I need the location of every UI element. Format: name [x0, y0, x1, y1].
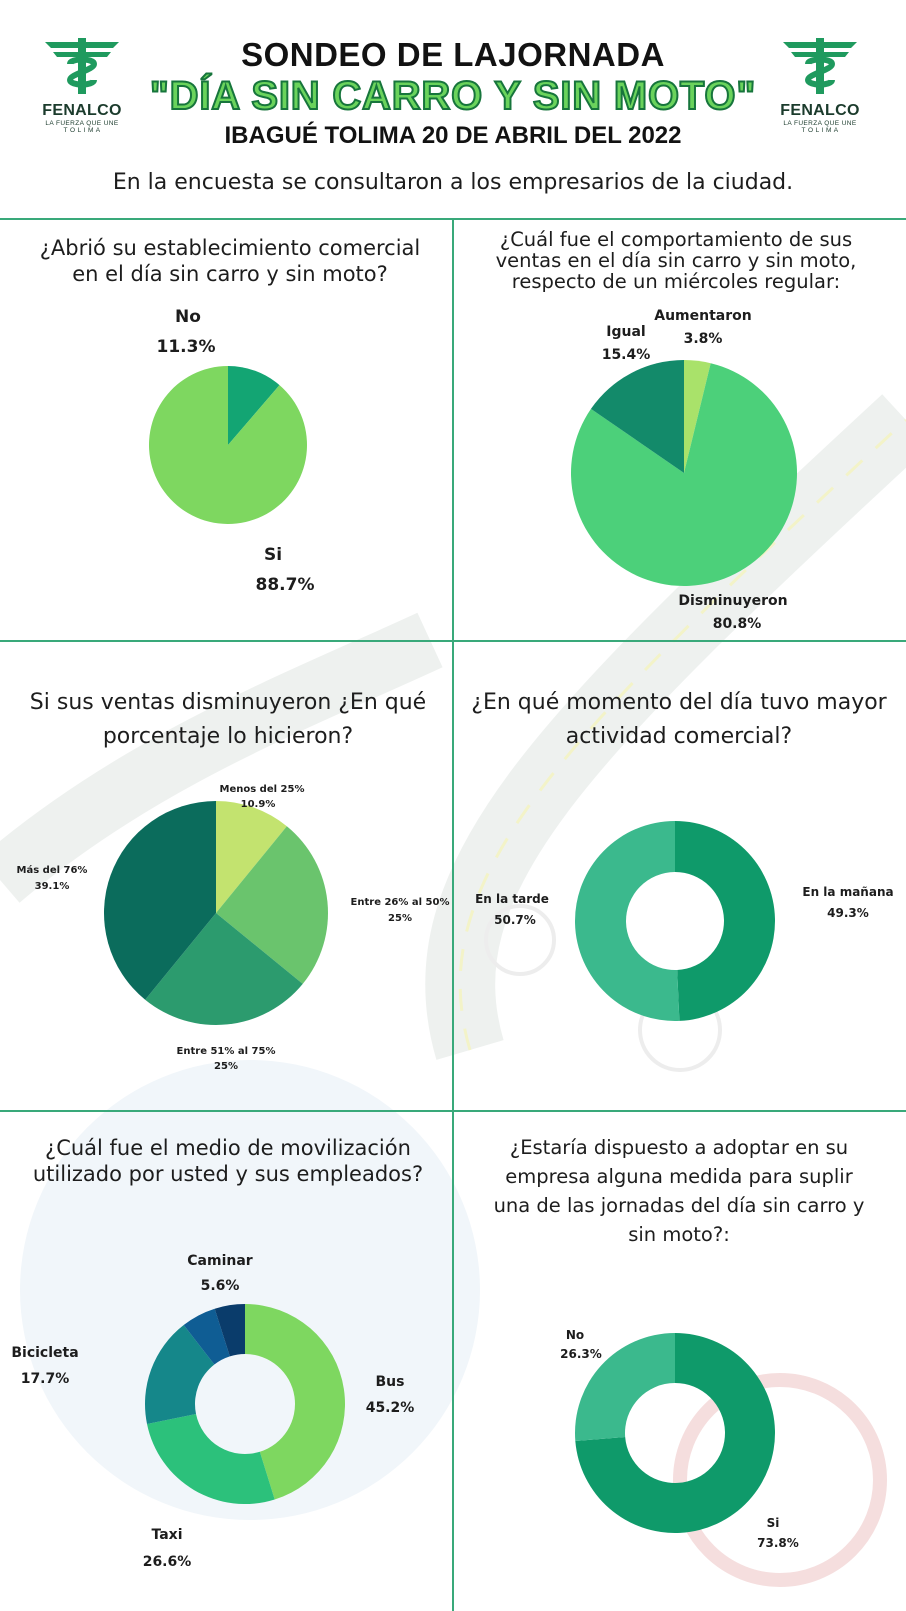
pie-slice-q3-1: [216, 826, 328, 984]
pie-slice-q5-0: [245, 1304, 345, 1500]
pie-slice-q3-3: [104, 801, 216, 1000]
pie-slice-q2-0: [684, 360, 711, 473]
chart-q6: Si 73.8% No 26.3%: [560, 1328, 799, 1550]
slice-label-q6-0: Si: [767, 1516, 780, 1530]
slice-label-q5-1: Taxi: [151, 1527, 182, 1543]
chart-q4: En la mañana 49.3% En la tarde 50.7%: [475, 821, 894, 1021]
slice-label-q1-0: No: [175, 307, 201, 327]
pie-slice-q4-1: [575, 821, 680, 1021]
question-q4: ¿En qué momento del día tuvo mayor activ…: [471, 690, 887, 750]
slice-label-q4-1: En la tarde: [475, 892, 549, 906]
slice-label-q4-0: En la mañana: [802, 885, 893, 899]
pie-slice-q5-2: [144, 1324, 215, 1424]
slice-label-q1-1: Si: [264, 545, 282, 565]
slice-label-q3-0: Menos del 25%: [220, 784, 305, 795]
slice-label-q3-3: Más del 76%: [17, 864, 88, 876]
page-title: SONDEO DE LAJORNADA: [241, 36, 665, 73]
logo-tagline: LA FUERZA QUE UNE: [45, 120, 119, 127]
slice-value-q1-1: 88.7%: [256, 575, 315, 595]
slice-value-q2-2: 15.4%: [602, 347, 651, 363]
slice-label-q3-1: Entre 26% al 50%: [351, 897, 450, 908]
fenalco-emblem-icon: [45, 38, 119, 94]
slice-label-q6-1: No: [566, 1328, 584, 1342]
chart-q3: Menos del 25% 10.9% Entre 26% al 50% 25% Ent…: [17, 784, 450, 1072]
slice-value-q3-0: 10.9%: [241, 799, 276, 810]
logo-tagline-city: T O L I M A: [801, 127, 839, 134]
slice-value-q5-0: 45.2%: [366, 1400, 415, 1416]
page-subtitle-date: IBAGUÉ TOLIMA 20 DE ABRIL DEL 2022: [224, 122, 682, 149]
logo-tagline-city: T O L I M A: [63, 127, 101, 134]
question-q1: ¿Abrió su establecimiento comercial en e…: [39, 236, 421, 286]
logo-name: FENALCO: [42, 102, 122, 119]
question-q6: ¿Estaría dispuesto a adoptar en su empre…: [493, 1136, 865, 1246]
pie-slice-q1-1: [149, 366, 307, 524]
pie-slice-q3-0: [216, 801, 287, 913]
slice-label-q5-3: Caminar: [187, 1253, 253, 1269]
slice-value-q3-2: 25%: [214, 1061, 238, 1072]
divider-vertical: [452, 218, 454, 1611]
logo-tagline: LA FUERZA QUE UNE: [783, 120, 857, 127]
intro-text: En la encuesta se consultaron a los empr…: [112, 170, 794, 195]
pie-slice-q6-0: [575, 1333, 775, 1533]
pie-slice-q5-4: [214, 1304, 245, 1357]
slice-value-q5-3: 5.6%: [201, 1278, 240, 1294]
slice-value-q6-0: 73.8%: [757, 1536, 799, 1550]
question-q5: ¿Cuál fue el medio de movilización utili…: [32, 1136, 424, 1186]
pie-slice-q1-0: [228, 366, 280, 445]
slice-value-q3-1: 25%: [388, 913, 412, 924]
fenalco-logo-right: FENALCO LA FUERZA QUE UNE T O L I M A: [775, 34, 865, 134]
pie-slice-q5-3: [183, 1308, 230, 1365]
logo-name: FENALCO: [780, 102, 860, 119]
slice-value-q5-2: 17.7%: [21, 1371, 70, 1387]
question-q3: Si sus ventas disminuyeron ¿En qué porce…: [29, 690, 427, 750]
slice-label-q5-0: Bus: [376, 1374, 405, 1390]
chart-q1: No 11.3% Si 88.7%: [149, 307, 314, 595]
slice-value-q5-1: 26.6%: [143, 1554, 192, 1570]
fenalco-logo-left: FENALCO LA FUERZA QUE UNE T O L I M A: [37, 34, 127, 134]
pie-slice-q5-1: [147, 1413, 275, 1504]
slice-value-q6-1: 26.3%: [560, 1347, 602, 1361]
slice-label-q3-2: Entre 51% al 75%: [177, 1046, 276, 1057]
slice-value-q2-1: 80.8%: [713, 616, 762, 632]
slice-value-q2-0: 3.8%: [684, 331, 723, 347]
slice-value-q4-0: 49.3%: [827, 906, 869, 920]
pie-slice-q2-1: [570, 363, 797, 586]
slice-label-q2-1: Disminuyeron: [678, 593, 787, 609]
header: FENALCO LA FUERZA QUE UNE T O L I M A FE…: [0, 0, 906, 220]
slice-value-q4-1: 50.7%: [494, 913, 536, 927]
pie-slice-q4-0: [675, 821, 776, 1021]
pie-slice-q2-2: [590, 360, 684, 473]
slice-label-q2-2: Igual: [606, 324, 645, 340]
slice-value-q3-3: 39.1%: [35, 881, 70, 892]
fenalco-emblem-icon: [783, 38, 857, 94]
slice-label-q5-2: Bicicleta: [11, 1345, 78, 1361]
chart-q5: Bus 45.2% Taxi 26.6% Bicicleta 17.7% Caminar 5.…: [11, 1253, 414, 1570]
pie-slice-q6-1: [575, 1333, 675, 1441]
pie-slice-q3-2: [145, 913, 303, 1025]
chart-q2: Aumentaron 3.8% Disminuyeron 80.8% Igual 15.4…: [570, 308, 797, 632]
question-q2: ¿Cuál fue el comportamiento de sus venta…: [495, 228, 857, 294]
page-title-event: "DÍA SIN CARRO Y SIN MOTO": [149, 73, 757, 119]
slice-value-q1-0: 11.3%: [157, 337, 216, 357]
slice-label-q2-0: Aumentaron: [654, 308, 751, 324]
